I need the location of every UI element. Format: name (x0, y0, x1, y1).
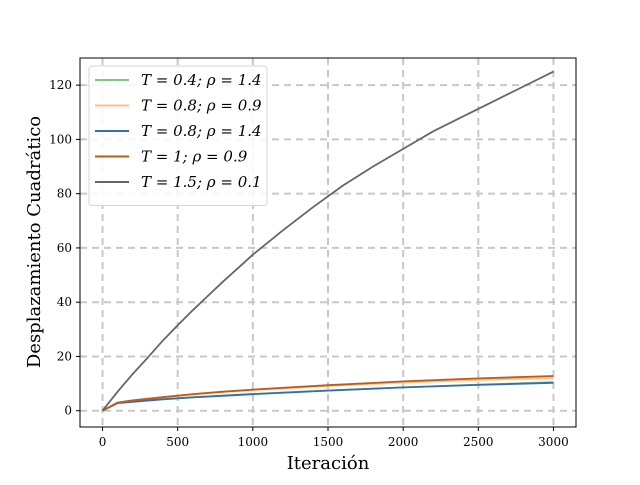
ticks: 0 500 1000 1500 2000 2500 3000 0 20 40 60 80 100 120 (49, 78, 569, 449)
legend-label: T = 0.4; ρ = 1.4 (141, 71, 262, 89)
legend-label: T = 1.5; ρ = 0.1 (141, 173, 262, 191)
x-tick-label: 2000 (388, 435, 419, 449)
series-line-3 (102, 381, 554, 412)
y-tick-label: 80 (57, 187, 72, 201)
y-tick-label: 20 (57, 349, 72, 363)
y-tick-label: 100 (49, 132, 72, 146)
y-tick-label: 40 (57, 295, 72, 309)
y-tick-label: 0 (64, 404, 72, 418)
legend-label: T = 0.8; ρ = 0.9 (141, 97, 262, 115)
y-tick-label: 120 (49, 78, 72, 92)
x-tick-label: 3000 (538, 435, 569, 449)
x-tick-label: 0 (99, 435, 107, 449)
series-line-4 (102, 375, 554, 412)
legend-box (88, 65, 268, 206)
y-tick-label: 60 (57, 241, 72, 255)
legend: T = 0.4; ρ = 1.4 T = 0.8; ρ = 0.9 T = 0.8;… (88, 65, 268, 206)
x-tick-label: 500 (166, 435, 189, 449)
series-line-5 (101, 70, 554, 412)
series-lines (101, 70, 554, 412)
legend-label: T = 1; ρ = 0.9 (141, 148, 248, 166)
legend-label: T = 0.8; ρ = 1.4 (141, 122, 262, 140)
x-tick-label: 2500 (463, 435, 494, 449)
x-tick-label: 1000 (238, 435, 269, 449)
x-axis-label: Iteración (287, 453, 370, 474)
y-axis-label: Desplazamiento Cuadrático (24, 116, 45, 368)
x-tick-label: 1500 (313, 435, 344, 449)
